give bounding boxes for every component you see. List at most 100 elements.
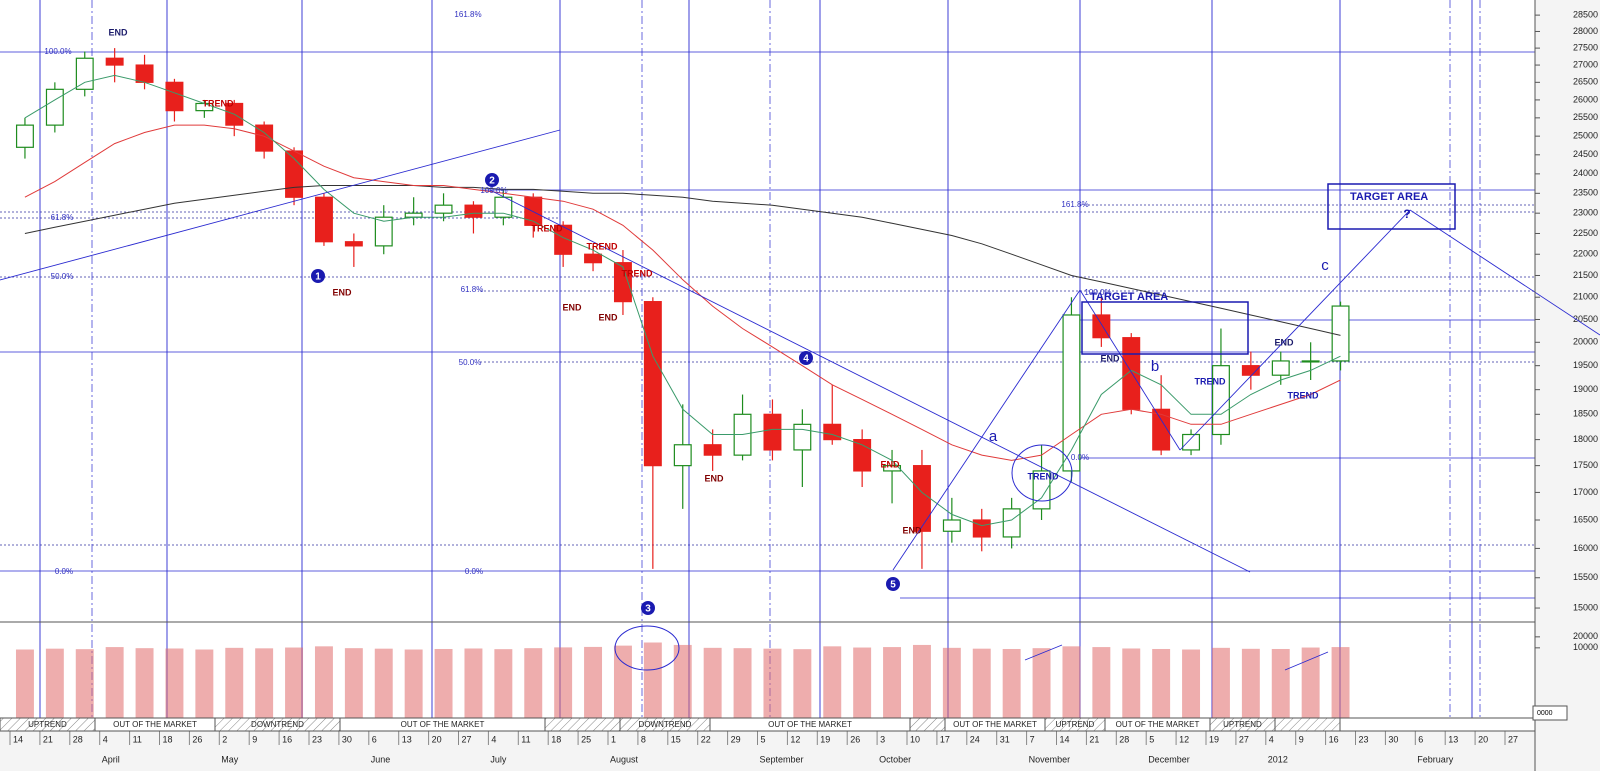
volume-bar [225, 647, 244, 718]
fib-label: 0.0% [1071, 453, 1089, 462]
volume-bar [314, 646, 333, 718]
x-tick-label: 21 [1089, 734, 1099, 744]
trend-label: DOWNTREND [639, 720, 692, 729]
month-label: 2012 [1268, 754, 1288, 764]
x-tick-label: 13 [402, 734, 412, 744]
candle-body [1032, 470, 1051, 510]
x-tick-label: 31 [1000, 734, 1010, 744]
x-tick-label: 22 [701, 734, 711, 744]
volume-bar [434, 648, 453, 718]
x-tick-label: 27 [1239, 734, 1249, 744]
target-label: TARGET AREA [1090, 291, 1168, 303]
x-tick-label: 25 [581, 734, 591, 744]
candle-body [613, 262, 632, 303]
x-tick-label: 10 [910, 734, 920, 744]
axis-panel [1535, 0, 1600, 771]
volume-bar [1122, 648, 1141, 718]
target-box [1327, 183, 1456, 230]
trend-label: UPTREND [1056, 720, 1095, 729]
x-tick-label: 27 [462, 734, 472, 744]
fib-label: 161.8% [1061, 200, 1088, 209]
signal-label: END [880, 459, 900, 469]
y-tick-label: 16500 [1573, 514, 1598, 524]
candle-body [1331, 305, 1350, 362]
x-tick-label: 29 [731, 734, 741, 744]
x-tick-label: 6 [372, 734, 377, 744]
volume-bar [763, 648, 782, 718]
candle-body [1211, 365, 1230, 436]
candle-body [75, 57, 94, 90]
y-tick-label: 28500 [1573, 9, 1598, 19]
x-tick-label: 2 [222, 734, 227, 744]
signal-label: TREND [1028, 471, 1059, 481]
volume-bar [912, 644, 931, 718]
wave-label: 5 [890, 580, 896, 591]
month-label: February [1417, 754, 1454, 764]
trend-label: UPTREND [1223, 720, 1262, 729]
fib-label: 61.8% [51, 213, 74, 222]
y-tick-label: 20500 [1573, 314, 1598, 324]
signal-label: END [598, 312, 618, 322]
candle-body [255, 124, 274, 152]
x-tick-label: 27 [1508, 734, 1518, 744]
y-tick-label: 25000 [1573, 131, 1598, 141]
volume-bar [1271, 648, 1290, 718]
volume-bar [255, 648, 274, 718]
volume-bar [1301, 647, 1320, 718]
volume-bar [1062, 646, 1081, 718]
candle-body [1062, 314, 1081, 472]
y-tick-label: 17500 [1573, 460, 1598, 470]
target-box [1081, 301, 1249, 355]
volume-bar [1002, 648, 1021, 718]
x-tick-label: 30 [1388, 734, 1398, 744]
signal-label: TREND [203, 98, 234, 108]
wave-label: 4 [803, 354, 809, 365]
x-tick-label: 23 [1359, 734, 1369, 744]
candle-body [643, 301, 662, 467]
y-tick-label: 24000 [1573, 168, 1598, 178]
volume-bar [344, 648, 363, 718]
candle-body [912, 465, 931, 532]
x-tick-label: 5 [1149, 734, 1154, 744]
candle-body [1301, 360, 1320, 363]
trendline [1409, 209, 1600, 336]
month-label: December [1148, 754, 1190, 764]
candle-body [434, 204, 453, 214]
volume-bar [643, 642, 662, 718]
wave-label: c [1321, 257, 1329, 274]
wave-label: 3 [645, 604, 651, 615]
x-tick-label: 30 [342, 734, 352, 744]
y-tick-label: 21500 [1573, 270, 1598, 280]
x-tick-label: 12 [1179, 734, 1189, 744]
moving-average [24, 185, 1341, 336]
month-label: July [490, 754, 507, 764]
x-tick-label: 17 [940, 734, 950, 744]
candle-body [1182, 433, 1201, 451]
signal-label: END [1100, 353, 1120, 363]
wave-marker [641, 601, 655, 615]
y-tick-label: 22500 [1573, 228, 1598, 238]
y-tick-label: 27000 [1573, 59, 1598, 69]
y-tick-label: 17000 [1573, 487, 1598, 497]
volume-bar [524, 648, 543, 718]
month-label: June [371, 754, 391, 764]
candle-body [942, 519, 961, 532]
trendline [1079, 289, 1181, 451]
wave-marker [485, 173, 499, 187]
x-tick-label: 28 [1119, 734, 1129, 744]
fib-label: 61.8% [461, 285, 484, 294]
candle-body [673, 444, 692, 467]
x-tick-label: 24 [970, 734, 980, 744]
date-panel [0, 731, 1535, 771]
month-label: September [760, 754, 804, 764]
x-tick-label: 6 [1418, 734, 1423, 744]
wave-marker [799, 351, 813, 365]
month-label: May [221, 754, 239, 764]
volume-bar [1152, 648, 1171, 718]
x-tick-label: 15 [671, 734, 681, 744]
x-tick-label: 19 [820, 734, 830, 744]
x-tick-label: 7 [1030, 734, 1035, 744]
candle-body [464, 204, 483, 218]
month-label: April [102, 754, 120, 764]
